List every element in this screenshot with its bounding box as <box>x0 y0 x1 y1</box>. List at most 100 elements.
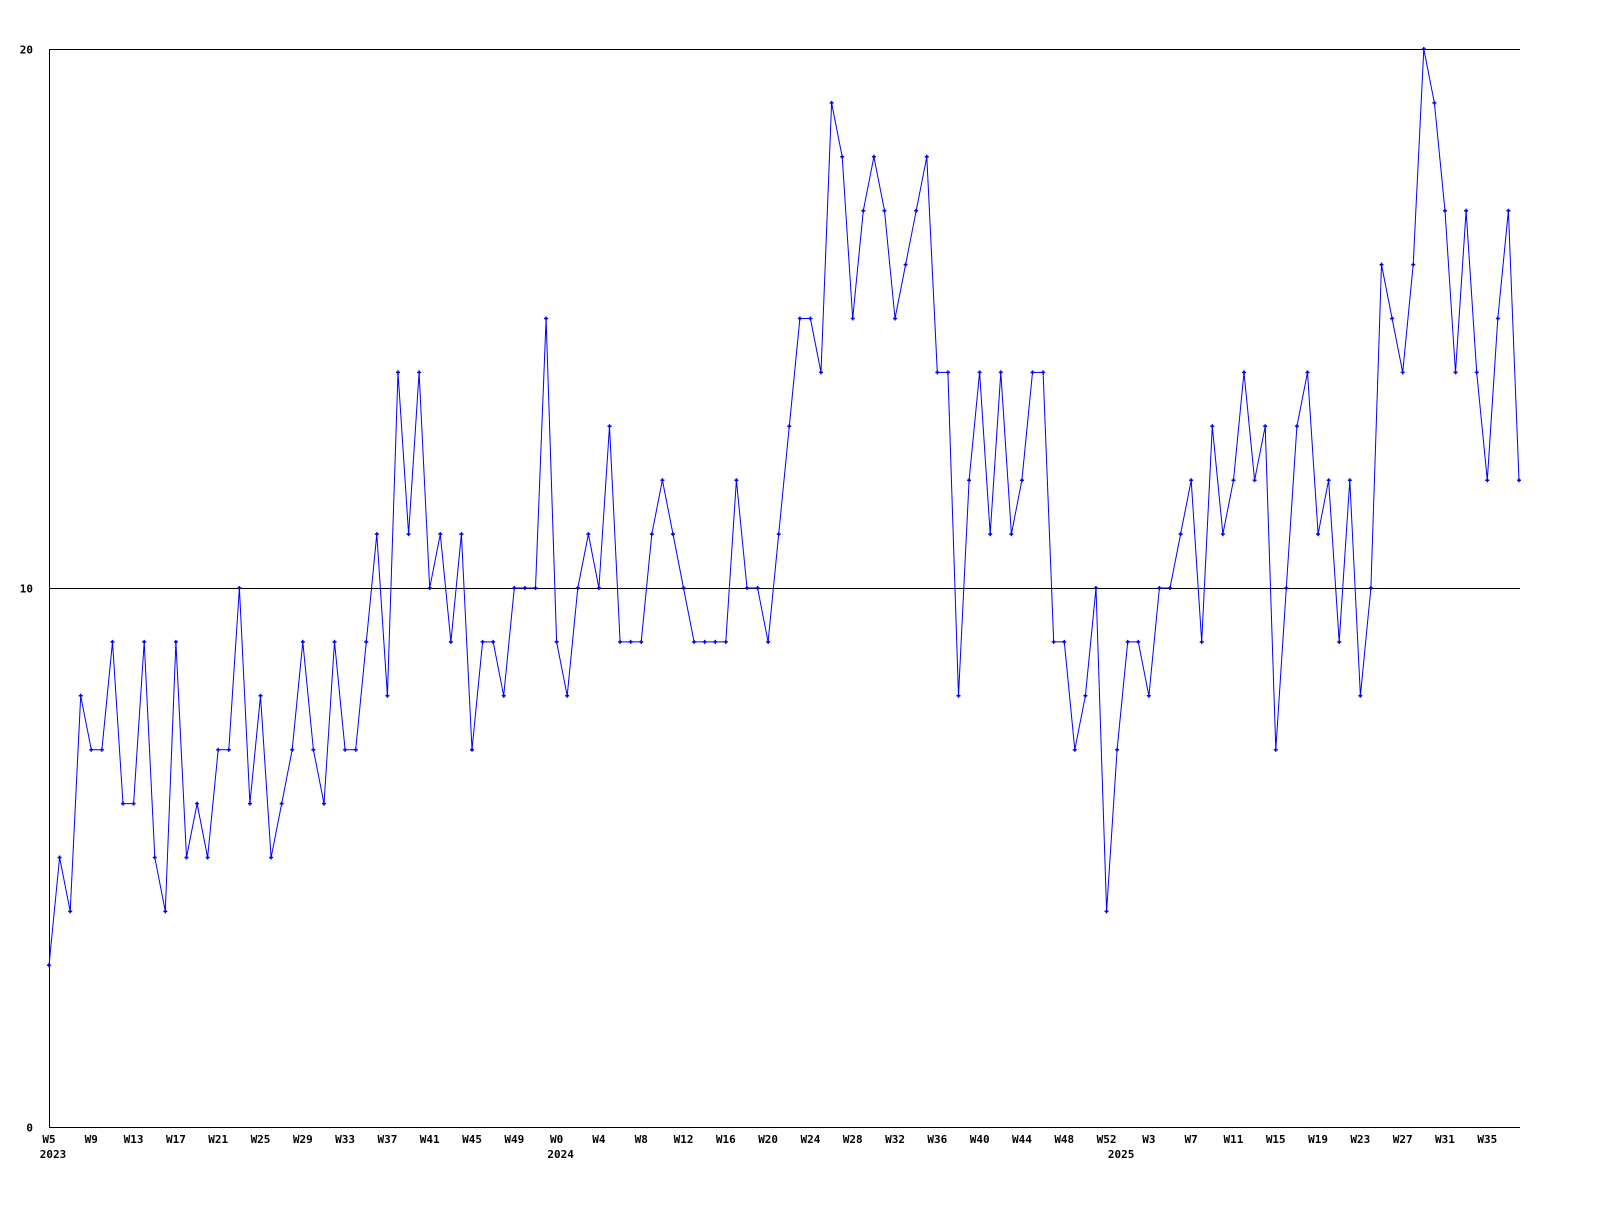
data-point <box>596 586 601 590</box>
data-point <box>332 639 337 644</box>
x-tick-label: W33 <box>335 1133 355 1146</box>
x-tick-label: W23 <box>1350 1133 1370 1146</box>
x-tick-label: W24 <box>801 1133 821 1146</box>
data-point <box>216 747 221 752</box>
data-point <box>998 370 1003 375</box>
data-point <box>533 586 538 590</box>
data-point <box>607 424 612 429</box>
x-tick-label: W36 <box>927 1133 947 1146</box>
data-point <box>1178 532 1183 537</box>
data-point <box>1464 208 1469 213</box>
data-point <box>1210 424 1215 429</box>
y-tick-label: 0 <box>26 1122 33 1135</box>
x-tick-label: W49 <box>504 1133 524 1146</box>
data-point <box>861 208 866 213</box>
x-tick-label: W32 <box>885 1133 905 1146</box>
x-tick-label: W15 <box>1266 1133 1286 1146</box>
y-tick-labels: 0 10 20 <box>20 44 33 1135</box>
data-point <box>1379 262 1384 267</box>
data-point <box>406 532 411 537</box>
data-point <box>1136 639 1141 644</box>
data-point <box>924 154 929 159</box>
x-tick-label: W41 <box>420 1133 440 1146</box>
x-tick-label: W27 <box>1393 1133 1413 1146</box>
data-point <box>1115 747 1120 752</box>
x-tick-label: W5 <box>42 1133 55 1146</box>
x-tick-label: W13 <box>124 1133 144 1146</box>
data-point <box>247 801 252 806</box>
data-point <box>99 747 104 752</box>
x-tick-label: W17 <box>166 1133 186 1146</box>
x-tick-label: W31 <box>1435 1133 1455 1146</box>
x-tick-label: W45 <box>462 1133 482 1146</box>
data-point <box>1517 478 1521 483</box>
data-point <box>427 586 432 590</box>
data-point <box>1157 586 1162 590</box>
x-tick-label: W29 <box>293 1133 313 1146</box>
data-point <box>544 316 549 321</box>
data-point <box>1189 478 1194 483</box>
data-point <box>618 639 623 644</box>
data-point <box>935 370 940 375</box>
data-point <box>1347 478 1352 483</box>
data-point <box>1083 693 1088 698</box>
data-point <box>491 639 496 644</box>
x-tick-label: W52 <box>1097 1133 1117 1146</box>
data-point <box>1242 370 1247 375</box>
data-point <box>184 855 189 860</box>
y-tick-label: 10 <box>20 583 33 596</box>
data-point <box>681 586 686 590</box>
data-point <box>1220 532 1225 537</box>
data-point <box>956 693 961 698</box>
data-point <box>914 208 919 213</box>
data-point <box>893 316 898 321</box>
data-point <box>967 478 972 483</box>
data-point <box>692 639 697 644</box>
data-point <box>459 532 464 537</box>
x-tick-label: W44 <box>1012 1133 1032 1146</box>
x-tick-label: W4 <box>592 1133 606 1146</box>
x-tick-label: W37 <box>377 1133 397 1146</box>
series <box>47 47 1521 968</box>
data-point <box>311 747 316 752</box>
data-point <box>1284 586 1289 590</box>
data-point <box>1358 693 1363 698</box>
data-point <box>110 639 115 644</box>
data-point <box>1168 586 1173 590</box>
data-point <box>1125 639 1130 644</box>
data-point <box>1231 478 1236 483</box>
data-point <box>1305 370 1310 375</box>
data-point <box>205 855 210 860</box>
data-point <box>766 639 771 644</box>
data-point <box>1019 478 1024 483</box>
data-point <box>575 586 580 590</box>
x-tick-label: W20 <box>758 1133 778 1146</box>
x-tick-label: W7 <box>1185 1133 1198 1146</box>
data-point <box>1442 208 1447 213</box>
data-point <box>1432 100 1437 105</box>
data-point <box>512 586 517 590</box>
data-point <box>565 693 570 698</box>
data-point <box>723 639 728 644</box>
data-point <box>47 963 51 968</box>
data-point <box>819 370 824 375</box>
data-point <box>1252 478 1257 483</box>
data-point <box>945 370 950 375</box>
data-point <box>89 747 94 752</box>
data-point <box>1072 747 1077 752</box>
x-tick-label: W40 <box>970 1133 990 1146</box>
data-point <box>649 532 654 537</box>
data-point <box>374 532 379 537</box>
data-point <box>977 370 982 375</box>
data-point <box>554 639 559 644</box>
x-tick-label: W16 <box>716 1133 736 1146</box>
data-point <box>1453 370 1458 375</box>
data-point <box>628 639 633 644</box>
data-point <box>501 693 506 698</box>
data-point <box>744 586 749 590</box>
data-point <box>882 208 887 213</box>
data-point <box>364 639 369 644</box>
data-point <box>639 639 644 644</box>
data-point <box>1337 639 1342 644</box>
